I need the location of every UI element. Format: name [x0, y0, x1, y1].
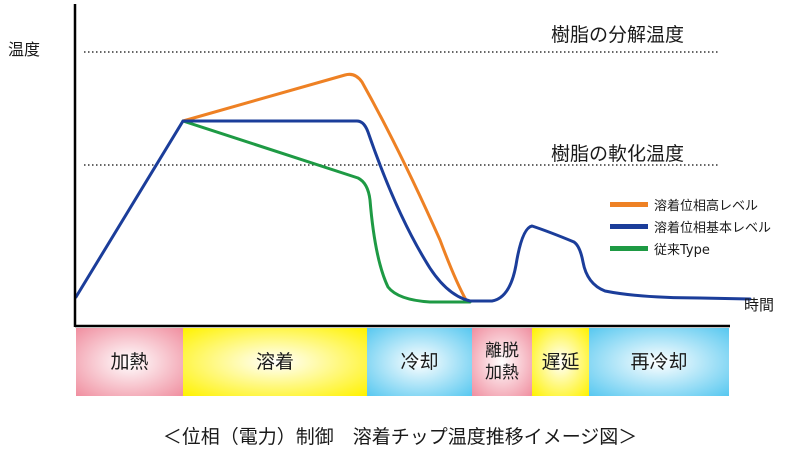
- legend: 溶着位相高レベル 溶着位相基本レベル 従来Type: [610, 193, 771, 259]
- phase-band-heating: [76, 328, 183, 396]
- legend-swatch-blue: [610, 223, 648, 229]
- phase-label-recooling: 再冷却: [630, 351, 688, 373]
- phase-label-heating: 加熱: [110, 351, 149, 373]
- curve-orange-high-level: [181, 72, 468, 302]
- phase-label-delay: 遅延: [541, 351, 580, 373]
- softening-temp-label: 樹脂の軟化温度: [551, 143, 685, 165]
- phase-label-release-heating: 離脱 加熱: [485, 341, 519, 383]
- x-axis-label: 時間: [744, 296, 775, 314]
- legend-swatch-orange: [610, 201, 648, 207]
- phase-label-welding: 溶着: [255, 351, 294, 373]
- legend-label: 従来Type: [654, 242, 710, 258]
- legend-swatch-green: [610, 245, 648, 251]
- legend-label: 溶着位相基本レベル: [654, 220, 772, 236]
- decomposition-temp-label: 樹脂の分解温度: [551, 24, 685, 46]
- curve-green-conventional: [181, 119, 472, 304]
- diagram-caption: ＜位相（電力）制御 溶着チップ温度推移イメージ図＞: [162, 426, 638, 448]
- phase-band-cooling: [367, 328, 472, 396]
- curve-blue-basic-level: [74, 119, 752, 303]
- legend-item-conventional: 従来Type: [610, 237, 771, 259]
- legend-item-high-level: 溶着位相高レベル: [610, 193, 771, 215]
- phase-band-recooling: [589, 328, 729, 396]
- phase-band-release-heating: [472, 328, 532, 396]
- phase-band-delay: [532, 328, 589, 396]
- y-axis-label: 温度: [8, 40, 41, 59]
- phase-band-welding: [183, 328, 367, 396]
- legend-label: 溶着位相高レベル: [654, 198, 759, 214]
- phase-label-cooling: 冷却: [400, 351, 439, 373]
- legend-item-basic-level: 溶着位相基本レベル: [610, 215, 771, 237]
